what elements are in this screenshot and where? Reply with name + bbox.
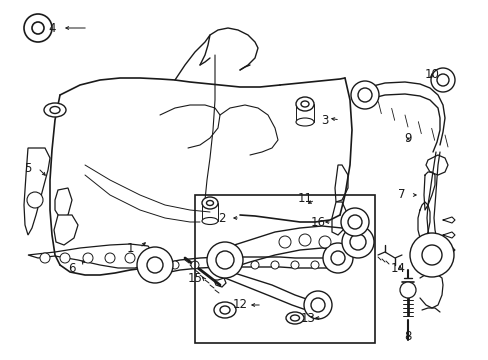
Ellipse shape <box>206 201 213 206</box>
Polygon shape <box>24 148 50 235</box>
Circle shape <box>191 261 199 269</box>
Circle shape <box>310 298 325 312</box>
Circle shape <box>290 261 298 269</box>
Circle shape <box>105 253 115 263</box>
Circle shape <box>318 236 330 248</box>
Polygon shape <box>425 155 447 175</box>
Circle shape <box>210 261 219 269</box>
Text: 12: 12 <box>232 298 247 311</box>
Text: 14: 14 <box>390 261 405 274</box>
Text: 11: 11 <box>297 192 312 204</box>
Text: 7: 7 <box>397 189 405 202</box>
Circle shape <box>430 68 454 92</box>
Ellipse shape <box>202 197 218 209</box>
Circle shape <box>424 237 440 253</box>
Circle shape <box>171 261 179 269</box>
Circle shape <box>340 208 368 236</box>
Circle shape <box>399 282 415 298</box>
Circle shape <box>421 245 441 265</box>
Text: 1: 1 <box>126 242 134 255</box>
Circle shape <box>147 257 163 273</box>
Polygon shape <box>54 215 78 245</box>
Text: 6: 6 <box>68 261 76 274</box>
Text: 10: 10 <box>424 68 439 81</box>
Circle shape <box>357 88 371 102</box>
Text: 3: 3 <box>321 113 328 126</box>
Circle shape <box>230 261 239 269</box>
Text: 16: 16 <box>310 216 325 229</box>
Ellipse shape <box>295 97 313 111</box>
Circle shape <box>216 251 234 269</box>
Polygon shape <box>331 202 347 235</box>
Bar <box>195 195 374 343</box>
Circle shape <box>341 226 373 258</box>
Circle shape <box>24 14 52 42</box>
Circle shape <box>250 261 259 269</box>
Circle shape <box>349 234 365 250</box>
Circle shape <box>125 253 135 263</box>
Circle shape <box>60 253 70 263</box>
Text: 4: 4 <box>48 22 56 35</box>
Circle shape <box>350 81 378 109</box>
Ellipse shape <box>220 306 229 314</box>
Circle shape <box>40 253 50 263</box>
Ellipse shape <box>44 103 66 117</box>
Polygon shape <box>28 244 155 268</box>
Ellipse shape <box>290 315 299 321</box>
Circle shape <box>298 234 310 246</box>
Text: 8: 8 <box>404 329 411 342</box>
Circle shape <box>206 242 243 278</box>
Ellipse shape <box>214 302 236 318</box>
Circle shape <box>436 74 448 86</box>
Circle shape <box>323 243 352 273</box>
Ellipse shape <box>285 312 304 324</box>
Circle shape <box>32 22 44 34</box>
Ellipse shape <box>301 101 308 107</box>
Text: 15: 15 <box>187 271 202 284</box>
Circle shape <box>137 247 173 283</box>
Circle shape <box>330 251 345 265</box>
Polygon shape <box>334 165 347 202</box>
Circle shape <box>270 261 279 269</box>
Circle shape <box>279 236 290 248</box>
Polygon shape <box>55 188 72 218</box>
Circle shape <box>304 291 331 319</box>
Polygon shape <box>214 278 225 287</box>
Text: 13: 13 <box>300 311 315 324</box>
Circle shape <box>83 253 93 263</box>
Text: 5: 5 <box>24 162 32 175</box>
Circle shape <box>347 215 361 229</box>
Circle shape <box>27 192 43 208</box>
Ellipse shape <box>202 217 218 225</box>
Ellipse shape <box>295 118 313 126</box>
Circle shape <box>310 261 318 269</box>
Text: 2: 2 <box>218 211 225 225</box>
Ellipse shape <box>50 107 60 113</box>
Circle shape <box>409 233 453 277</box>
Text: 9: 9 <box>404 131 411 144</box>
